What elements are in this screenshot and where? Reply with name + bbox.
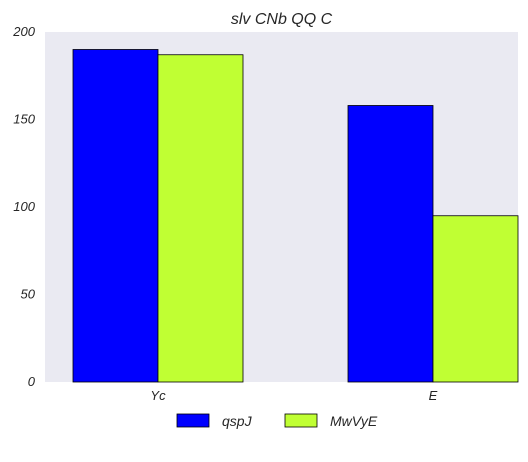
bar-MwVyE-Yc: [157, 54, 244, 383]
x-tick-label: E: [429, 388, 438, 403]
legend-label: qspJ: [222, 413, 253, 429]
y-tick-label: 0: [28, 374, 36, 389]
legend-swatch: [176, 413, 210, 428]
legend: qspJ MwVyE: [176, 413, 378, 429]
y-tick-label: 50: [21, 287, 36, 302]
y-tick-label: 200: [12, 24, 35, 39]
bar-MwVyE-E: [432, 215, 519, 383]
y-axis-ticks: 0 50 100 150 200: [12, 24, 35, 389]
x-tick-label: Yc: [150, 388, 166, 403]
y-tick-label: 150: [13, 112, 35, 127]
bar-qspJ-Yc: [72, 49, 159, 383]
bar-qspJ-E: [347, 105, 434, 383]
legend-swatch: [284, 413, 318, 428]
chart-title: slv CNb QQ C: [231, 11, 333, 28]
x-axis-ticks: Yc E: [150, 388, 437, 403]
legend-label: MwVyE: [330, 413, 378, 429]
y-tick-label: 100: [13, 199, 35, 214]
bars: [72, 49, 519, 383]
